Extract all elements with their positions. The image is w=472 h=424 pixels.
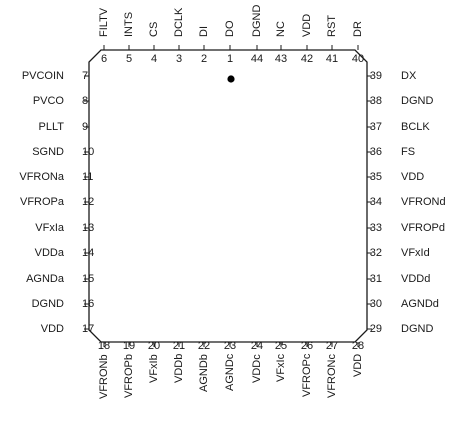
pin-number-left: 8 xyxy=(82,95,89,107)
pin-number-left: 13 xyxy=(82,222,95,234)
pin-number-top: 41 xyxy=(325,53,339,65)
pin-name-left: VFxIa xyxy=(35,222,64,234)
pin-number-bottom: 18 xyxy=(97,340,111,352)
pin-number-top: 3 xyxy=(175,53,183,65)
pin-name-left: AGNDa xyxy=(26,273,64,285)
pin-number-top: 40 xyxy=(351,53,365,65)
pin-name-top: RST xyxy=(326,15,338,37)
pin-name-top: FILTV xyxy=(98,7,110,37)
pin-name-right: VDDd xyxy=(401,273,431,285)
pin-name-top: DR xyxy=(352,21,364,37)
pin-name-right: DX xyxy=(401,70,417,82)
pin-name-top: DGND xyxy=(251,4,263,37)
pin-number-left: 11 xyxy=(82,171,94,183)
pin-number-right: 35 xyxy=(369,171,382,183)
pin-number-top: 44 xyxy=(250,53,264,65)
pin-name-right: BCLK xyxy=(401,121,430,133)
pin-number-right: 37 xyxy=(369,121,382,133)
pin-name-bottom: VDDc xyxy=(251,354,263,383)
pin-name-top: CS xyxy=(148,21,160,37)
pin-number-bottom: 20 xyxy=(147,340,161,352)
pin-number-top: 43 xyxy=(274,53,288,65)
pin-name-right: FS xyxy=(401,146,416,158)
pin-number-right: 31 xyxy=(369,273,382,285)
pin-number-bottom: 22 xyxy=(197,340,211,352)
pin-number-bottom: 28 xyxy=(351,340,365,352)
pin-number-right: 30 xyxy=(369,298,382,310)
pin-number-right: 38 xyxy=(369,95,382,107)
pin-name-bottom: AGNDb xyxy=(198,354,210,392)
pin-number-top: 1 xyxy=(226,53,234,65)
pin-name-left: PVCO xyxy=(32,95,64,107)
pin-name-top: DI xyxy=(198,26,210,37)
pin-number-bottom: 26 xyxy=(300,340,314,352)
pin-number-right: 39 xyxy=(369,70,382,82)
pin-name-bottom: AGNDc xyxy=(224,353,236,391)
pin-name-right: VFxId xyxy=(401,247,430,259)
pin-number-right: 36 xyxy=(369,146,382,158)
pin-name-left: PLLT xyxy=(38,121,64,133)
pin-name-bottom: VFRONc xyxy=(326,354,338,398)
pin-name-bottom: VDD xyxy=(352,353,364,377)
pin-number-top: 4 xyxy=(150,53,158,65)
pin-number-top: 6 xyxy=(100,53,108,65)
pin-name-bottom: VDDb xyxy=(173,353,185,383)
pin-number-right: 32 xyxy=(369,247,382,259)
pin-name-bottom: VFxIc xyxy=(275,353,287,382)
pin-name-left: VDD xyxy=(40,323,64,335)
pin-number-right: 29 xyxy=(369,323,382,335)
chip-body xyxy=(88,49,368,343)
pin-name-right: VFRONd xyxy=(401,196,446,208)
pin-number-bottom: 21 xyxy=(172,340,186,352)
pin-name-right: VFROPd xyxy=(401,222,446,234)
pin-number-bottom: 25 xyxy=(274,340,288,352)
pin-number-right: 33 xyxy=(369,222,382,234)
pin-number-left: 12 xyxy=(82,196,95,208)
pin-name-top: NC xyxy=(275,21,287,37)
pin-name-left: DGND xyxy=(31,298,64,310)
pin-name-top: DO xyxy=(224,20,236,38)
pin-name-bottom: VFRONb xyxy=(98,354,110,399)
pin-name-top: DCLK xyxy=(173,7,185,37)
pin-number-bottom: 27 xyxy=(325,340,339,352)
pin-name-top: INTS xyxy=(123,11,135,37)
pin-number-bottom: 24 xyxy=(250,340,264,352)
pin-name-right: AGNDd xyxy=(401,298,439,310)
pin-number-top: 5 xyxy=(125,53,133,65)
pin-number-left: 15 xyxy=(82,273,95,285)
pin-number-left: 17 xyxy=(82,323,95,335)
pin-name-right: DGND xyxy=(401,323,434,335)
pin-number-left: 16 xyxy=(82,298,95,310)
pin-name-right: VDD xyxy=(401,171,425,183)
pin-number-right: 34 xyxy=(369,196,382,208)
pin-number-bottom: 19 xyxy=(122,340,136,352)
pin-name-top: VDD xyxy=(301,13,313,37)
pin-name-bottom: VFxIb xyxy=(148,354,160,383)
pin-number-top: 42 xyxy=(300,53,314,65)
pin-name-left: VDDa xyxy=(34,247,64,259)
pin1-indicator-dot xyxy=(227,75,235,83)
pin-number-left: 10 xyxy=(82,146,95,158)
pin-number-left: 7 xyxy=(82,70,89,82)
pin-number-left: 14 xyxy=(82,247,95,259)
pin-number-top: 2 xyxy=(200,53,208,65)
pin-name-bottom: VFROPc xyxy=(301,353,313,397)
pin-name-left: VFRONa xyxy=(19,171,64,183)
pin-name-left: VFROPa xyxy=(19,196,64,208)
pin-name-right: DGND xyxy=(401,95,434,107)
pin-name-left: SGND xyxy=(32,146,64,158)
pin-number-left: 9 xyxy=(82,121,89,133)
pin-number-bottom: 23 xyxy=(223,340,237,352)
pin-name-bottom: VFROPb xyxy=(123,353,135,398)
pin-name-left: PVCOIN xyxy=(21,70,64,82)
